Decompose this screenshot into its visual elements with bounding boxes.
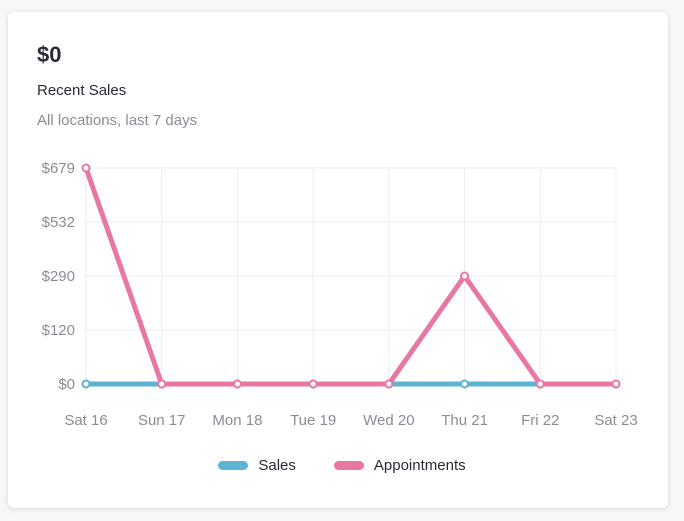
- data-point-appointments: [308, 379, 318, 389]
- data-point-appointments: [384, 379, 394, 389]
- x-tick-label: Fri 22: [521, 412, 559, 429]
- x-tick-label: Wed 20: [363, 412, 414, 429]
- card-title: Recent Sales: [37, 82, 127, 99]
- series-line-appointments: [83, 167, 616, 387]
- x-tick-label: Sun 17: [138, 412, 186, 429]
- y-tick-label: $532: [42, 214, 75, 231]
- legend-sales[interactable]: Sales: [218, 457, 296, 474]
- data-point-appointments: [232, 379, 242, 389]
- data-point-appointments: [611, 379, 621, 389]
- x-tick-label: Sat 16: [64, 412, 107, 429]
- sales-total: $0: [37, 42, 62, 67]
- chart-legend: Sales Appointments: [0, 457, 684, 474]
- y-tick-label: $290: [42, 268, 75, 285]
- data-point-appointments: [81, 163, 91, 173]
- legend-label: Sales: [258, 457, 296, 474]
- legend-appointments[interactable]: Appointments: [333, 457, 466, 474]
- x-tick-label: Tue 19: [290, 412, 336, 429]
- x-tick-label: Mon 18: [212, 412, 262, 429]
- appointments-swatch: [333, 461, 364, 470]
- sales-swatch: [218, 461, 249, 470]
- data-point-appointments: [157, 379, 167, 389]
- y-tick-label: $120: [42, 322, 75, 339]
- data-point-sales: [460, 379, 470, 389]
- data-point-appointments: [535, 379, 545, 389]
- legend-label: Appointments: [373, 457, 466, 474]
- card-subtitle: All locations, last 7 days: [37, 112, 198, 129]
- y-tick-label: $0: [58, 376, 75, 393]
- y-tick-label: $679: [42, 160, 75, 177]
- data-point-sales: [81, 379, 91, 389]
- x-tick-label: Sat 23: [594, 412, 637, 429]
- data-point-appointments: [460, 271, 470, 281]
- x-tick-label: Thu 21: [441, 412, 488, 429]
